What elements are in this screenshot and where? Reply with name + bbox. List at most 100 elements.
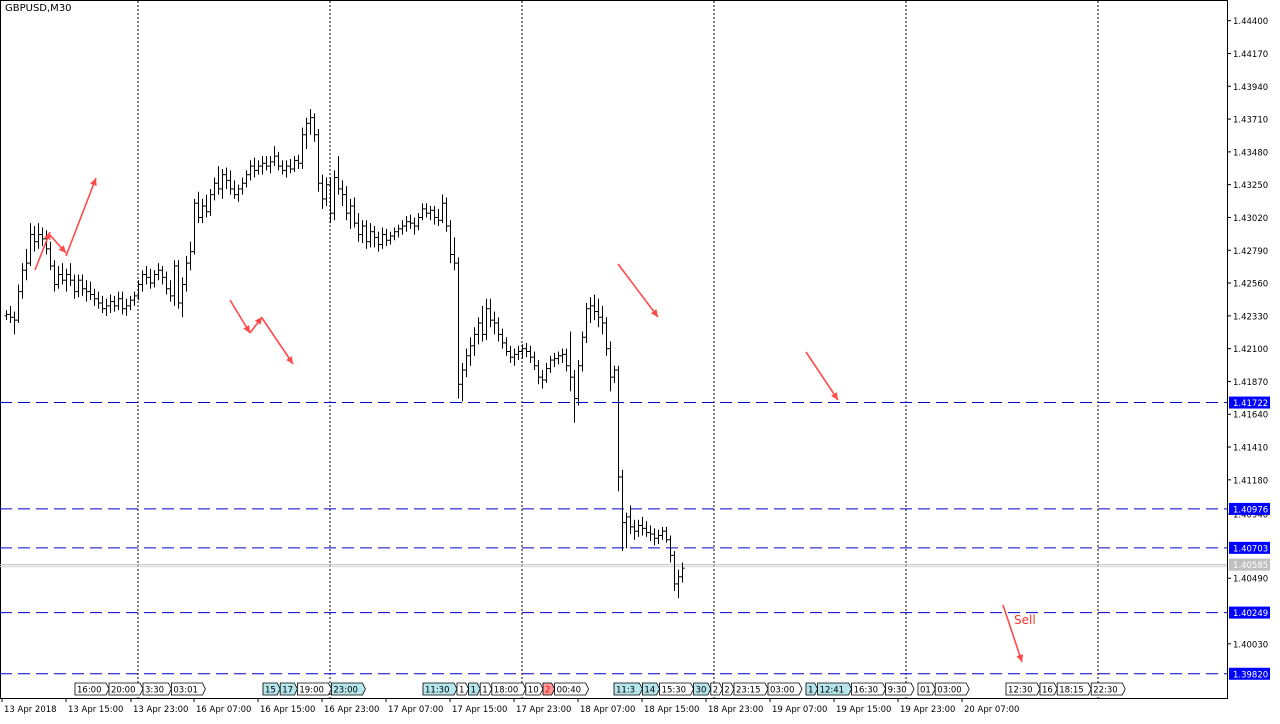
event-tag: 15 [262, 682, 281, 696]
ohlc-bar [296, 154, 301, 169]
ohlc-bar [656, 529, 661, 544]
ohlc-bar [592, 294, 597, 321]
ohlc-bar [644, 521, 649, 537]
event-tag-text: 19:00 [299, 686, 324, 696]
event-tag-box [1039, 682, 1058, 696]
price-tick-label: 1.42100 [1233, 345, 1268, 355]
event-tag-box [108, 682, 144, 696]
ohlc-bar [636, 519, 641, 537]
ohlc-bar [460, 362, 465, 402]
ohlc-bar [364, 220, 369, 249]
event-tag-box [491, 682, 527, 696]
event-tag-box [554, 682, 590, 696]
event-tag-box [851, 682, 887, 696]
ohlc-bar [556, 351, 561, 365]
event-tag-box [767, 682, 803, 696]
event-tag: 3:30 [142, 682, 172, 696]
ohlc-bar [452, 237, 457, 271]
ohlc-bar [464, 348, 469, 378]
price-tick-label: 1.42330 [1233, 312, 1268, 322]
ohlc-bar [424, 203, 429, 218]
event-tag-box [1005, 682, 1041, 696]
ohlc-bar [472, 327, 477, 356]
level-price-label: 1.40976 [1229, 502, 1270, 515]
ohlc-bar [320, 174, 325, 209]
ohlc-bar [500, 328, 505, 349]
ohlc-bar [176, 260, 181, 309]
price-tick-label: 1.43710 [1233, 116, 1268, 126]
time-tick-label: 17 Apr 15:00 [452, 705, 507, 715]
event-tag-text: 16 [1042, 686, 1053, 696]
ohlc-bar [564, 348, 569, 372]
event-tag-box [74, 682, 110, 696]
level-label-text: 1.40976 [1233, 505, 1268, 515]
ohlc-bar [8, 305, 13, 323]
event-tag-text: 11:3 [616, 686, 635, 696]
price-tick-label: 1.41410 [1233, 444, 1268, 454]
event-tag: 16:00 [74, 682, 110, 696]
event-tag: 01 [917, 682, 936, 696]
ohlc-bar [612, 365, 617, 383]
ohlc-bar [68, 263, 73, 286]
ohlc-bar [404, 216, 409, 232]
price-tick-label: 1.40940 [1233, 511, 1268, 521]
trend-arrow [1002, 604, 1024, 663]
ohlc-bar [256, 160, 261, 175]
ohlc-bar [20, 263, 25, 299]
event-tag-text: 12:41 [820, 686, 845, 696]
ohlc-bar [496, 317, 501, 342]
ohlc-bar [668, 535, 673, 563]
ohlc-bar [544, 362, 549, 383]
event-tag-text: 23:00 [333, 686, 358, 696]
level-price-label: 1.41722 [1229, 396, 1270, 409]
plot-area[interactable] [0, 0, 1228, 699]
time-tick-label: 13 Apr 2018 [4, 705, 57, 715]
price-tick-label: 1.42560 [1233, 280, 1268, 290]
time-tick-label: 13 Apr 15:00 [68, 705, 123, 715]
time-tick-label: 19 Apr 15:00 [836, 705, 891, 715]
ohlc-bar [632, 519, 637, 540]
event-tag: 1 [805, 682, 819, 696]
event-tag: 14 [642, 682, 661, 696]
ohlc-bar [248, 160, 253, 181]
ohlc-bar [16, 284, 21, 323]
price-axis: 1.44400 1.44170 1.43940 1.43710 1.43480 1.432… [1227, 17, 1270, 680]
time-axis: 13 Apr 2018 13 Apr 15:00 13 Apr 23:00 16 Ap… [1, 698, 1019, 715]
event-tag-box [934, 682, 970, 696]
price-tick-label: 1.42790 [1233, 247, 1268, 257]
ohlc-bar [596, 298, 601, 328]
ohlc-bar [368, 223, 373, 248]
ohlc-bar [604, 317, 609, 356]
ohlc-bar [24, 248, 29, 281]
ohlc-bar [540, 370, 545, 389]
ohlc-bar [536, 360, 541, 385]
level-label-text: 1.39820 [1233, 670, 1268, 680]
ohlc-bar [344, 186, 349, 221]
ohlc-bar [40, 227, 45, 246]
event-tag: 12:30 [1005, 682, 1041, 696]
level-label-box [1229, 541, 1270, 554]
ohlc-bar [476, 317, 481, 345]
ohlc-bar [48, 241, 53, 271]
time-tick-label: 18 Apr 15:00 [644, 705, 699, 715]
event-tag-box [468, 682, 481, 696]
ohlc-bar [448, 220, 453, 264]
time-tick-label: 19 Apr 07:00 [772, 705, 827, 715]
ohlc-bar [328, 177, 333, 224]
event-tag: 2 [542, 682, 556, 696]
ohlc-bar [620, 469, 625, 552]
event-tag-text: 10 [528, 686, 539, 696]
arrow-head [650, 309, 658, 317]
event-tag-text: 2 [713, 686, 718, 696]
ohlc-bar [208, 188, 213, 217]
ohlc-bar [80, 274, 85, 296]
event-tag-box [525, 682, 544, 696]
ohlc-bar [548, 355, 553, 373]
arrow-shaft [261, 317, 294, 365]
ohlc-bar [360, 220, 365, 244]
ohlc-bar [532, 351, 537, 371]
price-tick-label: 1.43480 [1233, 148, 1268, 158]
time-tick-label: 16 Apr 15:00 [260, 705, 315, 715]
